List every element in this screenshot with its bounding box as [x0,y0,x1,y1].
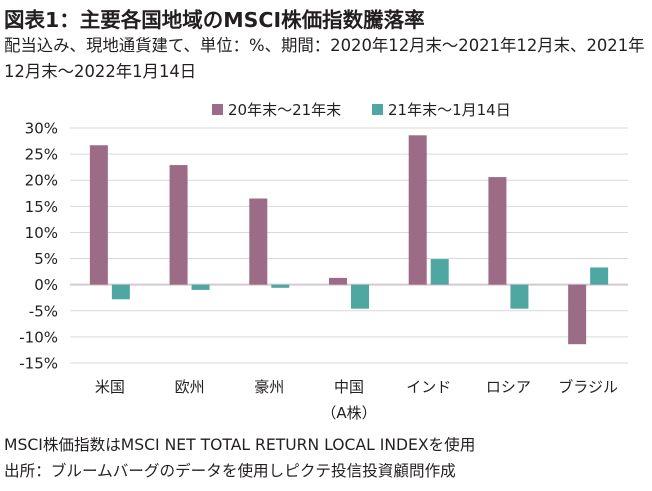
y-tick-label: 0% [34,276,58,294]
y-tick-label: -5% [29,302,58,320]
legend-label: 21年末～1月14日 [388,101,511,119]
bar-series1 [408,135,427,285]
bar-series1 [249,198,268,285]
y-tick-label: 15% [25,198,58,216]
bar-series2 [351,284,369,309]
bar-series2 [111,284,130,300]
bar-series1 [488,177,507,285]
legend-label: 20年末～21年末 [228,101,341,119]
y-tick-label: 5% [34,250,58,268]
bar-chart: 30% 25% 20% 15% 10% 5% 0% -5% -10% -15% 米国 欧州 豪州 中国 （A… [19,101,628,422]
y-tick-label: 20% [25,172,58,190]
y-tick-label: 25% [25,146,58,164]
bar-series2 [271,284,290,288]
x-tick-label: 米国 [95,378,125,396]
x-tick-sublabel: （A株） [321,404,376,422]
y-tick-label: -15% [19,355,58,373]
bar-series2 [590,267,609,285]
bar-series2 [191,284,210,290]
bar-series2 [510,284,529,309]
y-tick-label: -10% [19,328,58,346]
legend-swatch [372,104,383,115]
x-tick-label: ブラジル [558,378,618,396]
y-tick-label: 10% [25,224,58,242]
x-tick-label: 豪州 [254,378,284,396]
legend-swatch [212,104,223,115]
chart-footnotes: MSCI株価指数はMSCI NET TOTAL RETURN LOCAL IND… [4,432,648,484]
chart-title: 図表1：主要各国地域のMSCI株価指数騰落率 [4,8,425,32]
chart-subtitle: 配当込み、現地通貨建て、単位：%、期間：2020年12月末～2021年12月末、… [4,36,645,81]
footnote-source: 出所：ブルームバーグのデータを使用しピクテ投信投資顧問作成 [4,462,456,480]
x-tick-label: インド [406,378,451,396]
footnote-index: MSCI株価指数はMSCI NET TOTAL RETURN LOCAL IND… [4,436,476,454]
chart-area: 30% 25% 20% 15% 10% 5% 0% -5% -10% -15% 米国 欧州 豪州 中国 （A… [0,92,652,436]
bar-series1 [169,165,188,285]
bar-series1 [568,284,587,345]
x-tick-label: ロシア [486,378,531,396]
y-tick-label: 30% [25,120,58,138]
x-tick-label: 中国 [334,378,364,396]
x-tick-label: 欧州 [175,378,205,396]
bar-series1 [89,145,108,285]
bar-series2 [430,259,449,285]
bar-series1 [329,277,347,285]
